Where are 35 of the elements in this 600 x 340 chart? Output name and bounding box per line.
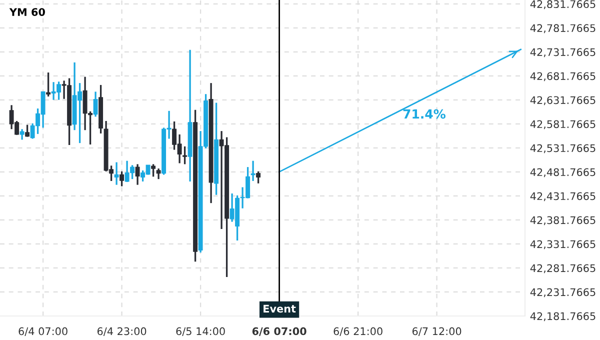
y-tick-label: 42,381.7665 bbox=[530, 216, 596, 226]
x-tick-label: 6/5 14:00 bbox=[176, 327, 225, 336]
candlestick bbox=[114, 161, 119, 186]
x-tick-label: 6/4 07:00 bbox=[18, 327, 68, 336]
y-tick-label: 42,481.7665 bbox=[530, 168, 596, 178]
candlestick bbox=[20, 128, 24, 141]
candlestick bbox=[120, 170, 124, 188]
y-tick-label: 42,631.7665 bbox=[530, 96, 596, 106]
y-tick-label: 42,681.7665 bbox=[530, 72, 596, 82]
candlestick bbox=[25, 124, 30, 138]
y-tick-label: 42,731.7665 bbox=[530, 48, 596, 58]
x-tick-label: 6/6 07:00 bbox=[252, 327, 306, 336]
x-tick-label: 6/7 12:00 bbox=[412, 327, 462, 336]
y-tick-label: 42,531.7665 bbox=[530, 144, 596, 154]
annotation: 71.4% bbox=[403, 109, 446, 119]
x-tick-label: 6/6 21:00 bbox=[334, 327, 382, 336]
y-tick-label: 42,831.7665 bbox=[530, 0, 596, 10]
candlestick bbox=[135, 163, 140, 186]
y-tick-label: 42,581.7665 bbox=[530, 120, 596, 130]
candlestick bbox=[46, 72, 51, 98]
candlestick bbox=[93, 90, 98, 118]
candlestick bbox=[256, 170, 261, 184]
candlestick bbox=[156, 168, 161, 180]
y-tick-label: 42,231.7665 bbox=[530, 288, 596, 298]
candlestick bbox=[151, 163, 156, 178]
y-tick-label: 42,181.7665 bbox=[530, 312, 596, 322]
candlestick bbox=[182, 146, 188, 166]
y-tick-label: 42,281.7665 bbox=[530, 264, 596, 274]
text: YM 60 bbox=[9, 8, 45, 16]
ref-line-label: Event bbox=[264, 304, 296, 313]
y-tick-label: 42,781.7665 bbox=[530, 24, 596, 34]
y-tick-label: 42,431.7665 bbox=[530, 192, 596, 202]
candlestick bbox=[250, 160, 256, 182]
y-tick-label: 42,331.7665 bbox=[530, 240, 596, 250]
x-tick-label: 6/4 23:00 bbox=[97, 327, 146, 336]
